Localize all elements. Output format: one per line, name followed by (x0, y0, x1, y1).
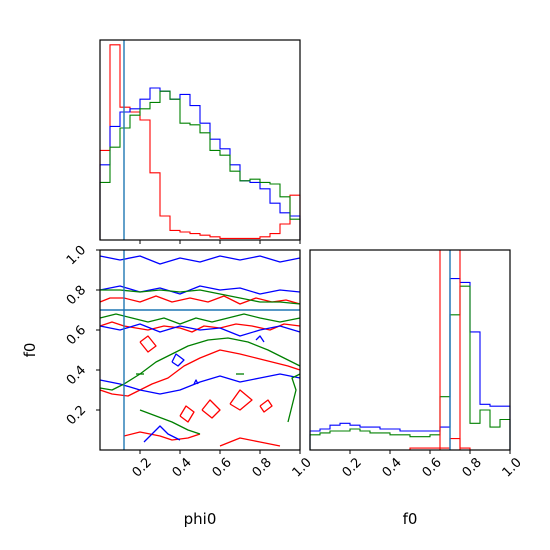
joint-contour-blue (171, 353, 185, 367)
x-axis-title-phi0: phi0 (184, 510, 217, 528)
y-tick-labels-f0: 0.2 0.4 0.6 0.8 1.0 (64, 243, 89, 428)
joint-contour-blue (255, 335, 265, 343)
joint-contour-green (100, 289, 301, 305)
joint-contour-blue (99, 373, 301, 395)
f0-histogram-blue (309, 278, 511, 450)
x-axis-title-f0: f0 (403, 510, 418, 528)
y-tick-label: 0.2 (64, 403, 89, 428)
phi0-histogram-green (99, 90, 301, 240)
joint-contour-red (99, 349, 301, 397)
phi0-histogram-blue (99, 87, 301, 240)
x-tick-label: 1.0 (500, 455, 525, 480)
y-tick-label: 0.8 (64, 283, 89, 308)
x-tick-label: 1.0 (290, 455, 315, 480)
joint-contour-green (287, 373, 301, 423)
joint-contour-red (123, 431, 201, 441)
plot-layer (96, 39, 511, 454)
x-tick-label: 0.6 (420, 455, 445, 480)
f0-series-group (309, 278, 511, 451)
joint-panel-frame (99, 249, 301, 451)
joint-contour-blue (99, 323, 301, 337)
y-tick-label: 0.6 (64, 323, 89, 348)
x-tick-label: 0.4 (170, 455, 195, 480)
x-tick-label: 0.2 (130, 455, 155, 480)
y-tick-label: 0.4 (64, 363, 89, 388)
joint-contour-blue (193, 379, 199, 385)
joint-contour-red (259, 399, 273, 413)
joint-contour-red (229, 389, 253, 411)
y-tick-label: 1.0 (64, 243, 89, 268)
x-tick-label: 0.6 (210, 455, 235, 480)
x-tick-labels-phi0: 0.2 0.4 0.6 0.8 1.0 (130, 455, 315, 480)
joint-contour-green (139, 409, 201, 435)
joint-contour-red (99, 295, 301, 305)
phi0-panel-frame (99, 39, 301, 241)
joint-contour-red (179, 405, 195, 423)
joint-contour-blue (143, 425, 181, 443)
y-axis-title-f0: f0 (21, 343, 39, 358)
joint-contour-red (219, 437, 281, 447)
x-tick-label: 0.2 (340, 455, 365, 480)
f0-histogram-red (310, 438, 510, 451)
x-tick-label: 0.8 (460, 455, 485, 480)
x-tick-label: 0.8 (250, 455, 275, 480)
joint-contour-blue (99, 285, 301, 295)
joint-contour-red (139, 335, 157, 353)
f0-panel-frame (309, 249, 511, 451)
joint-contour-group (99, 255, 301, 447)
x-tick-labels-f0: 0.2 0.4 0.6 0.8 1.0 (340, 455, 525, 480)
joint-contour-blue (99, 255, 301, 265)
f0-histogram-green (309, 285, 511, 450)
phi0-series-group (99, 44, 301, 240)
joint-contour-red (201, 399, 221, 419)
phi0-histogram-red (99, 44, 301, 240)
joint-contour-green (99, 313, 301, 325)
x-tick-label: 0.4 (380, 455, 405, 480)
